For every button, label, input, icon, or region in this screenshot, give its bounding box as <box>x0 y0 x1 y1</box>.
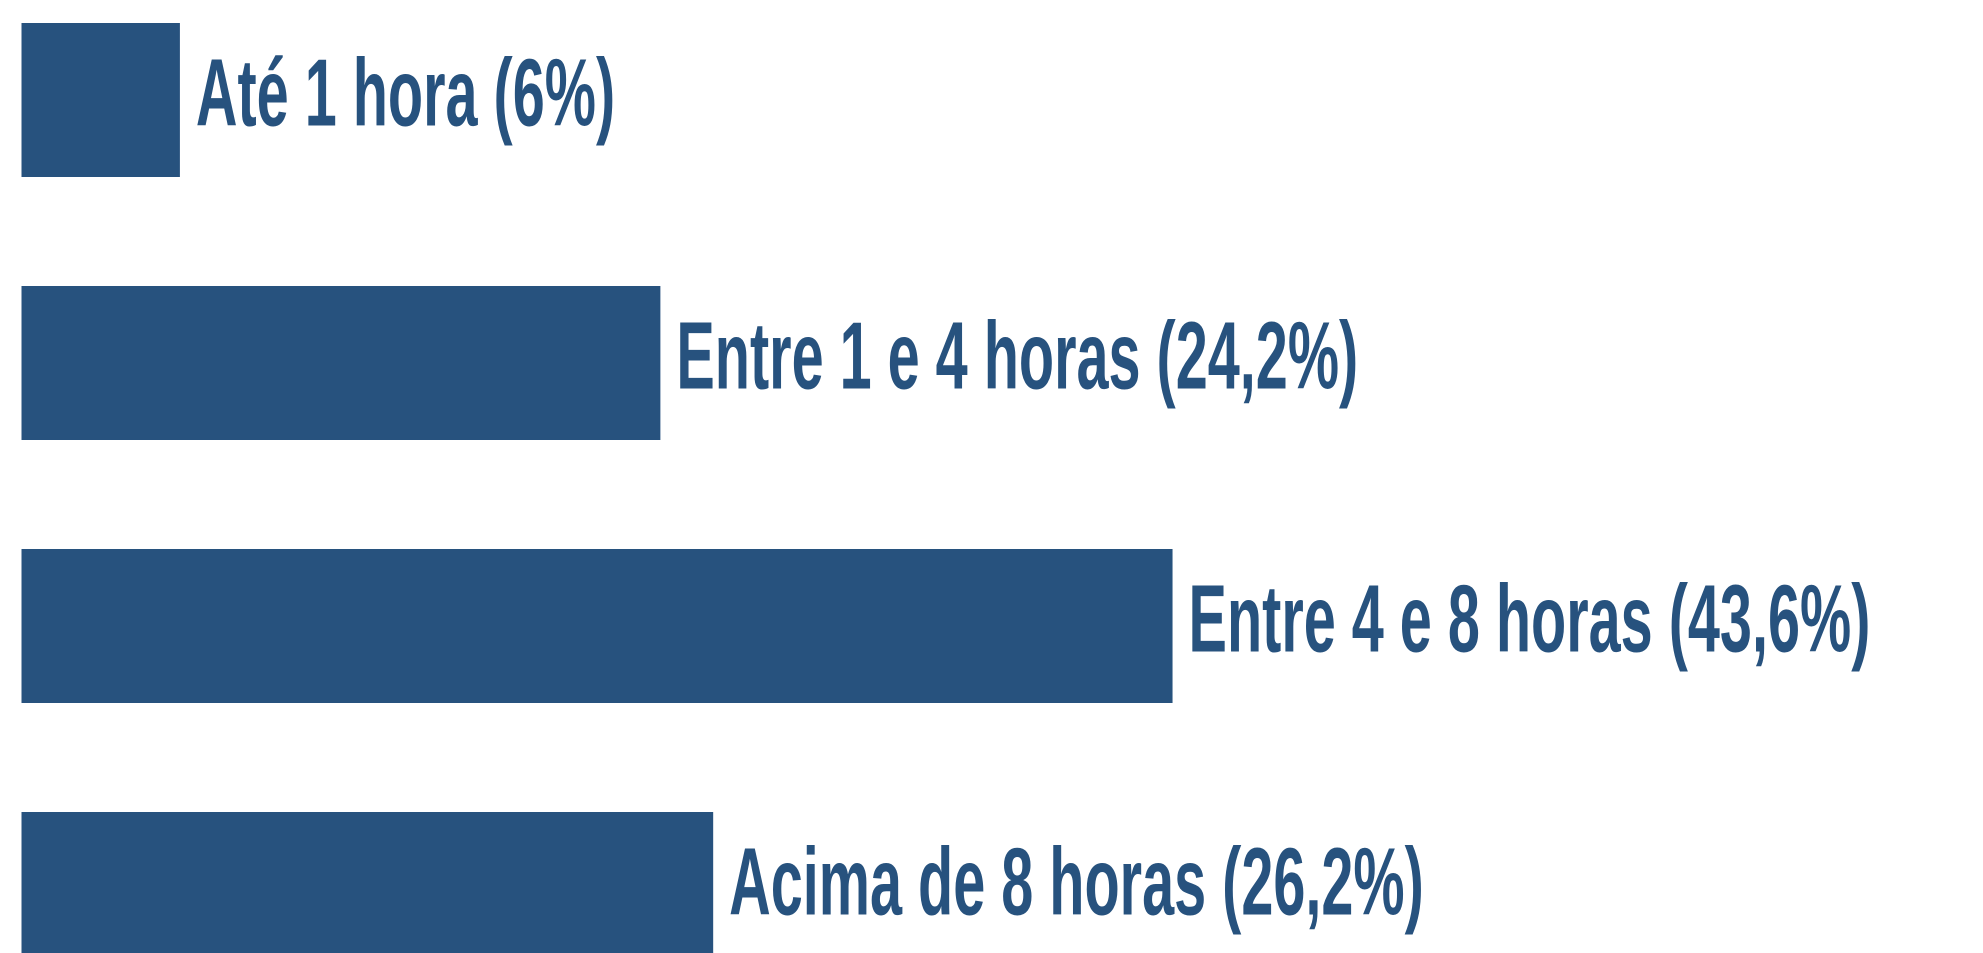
category-label: Entre 1 e 4 horas <box>676 301 1140 409</box>
category-label: Entre 4 e 8 horas <box>1189 564 1653 672</box>
bar-label: Até 1 hora (6%) <box>196 38 615 146</box>
bar <box>21 23 180 177</box>
value-label: (6%) <box>494 38 616 146</box>
value-label: (24,2%) <box>1157 301 1359 409</box>
value-label: (26,2%) <box>1222 827 1424 935</box>
bar-label: Entre 4 e 8 horas (43,6%) <box>1189 564 1871 672</box>
bar-label: Entre 1 e 4 horas (24,2%) <box>676 301 1358 409</box>
value-label: (43,6%) <box>1669 564 1871 672</box>
bar-label: Acima de 8 horas (26,2%) <box>729 827 1424 935</box>
bar <box>21 286 661 440</box>
category-label: Até 1 hora <box>196 38 478 146</box>
bar <box>21 549 1173 703</box>
category-label: Acima de 8 horas <box>729 827 1206 935</box>
bar <box>21 812 714 953</box>
